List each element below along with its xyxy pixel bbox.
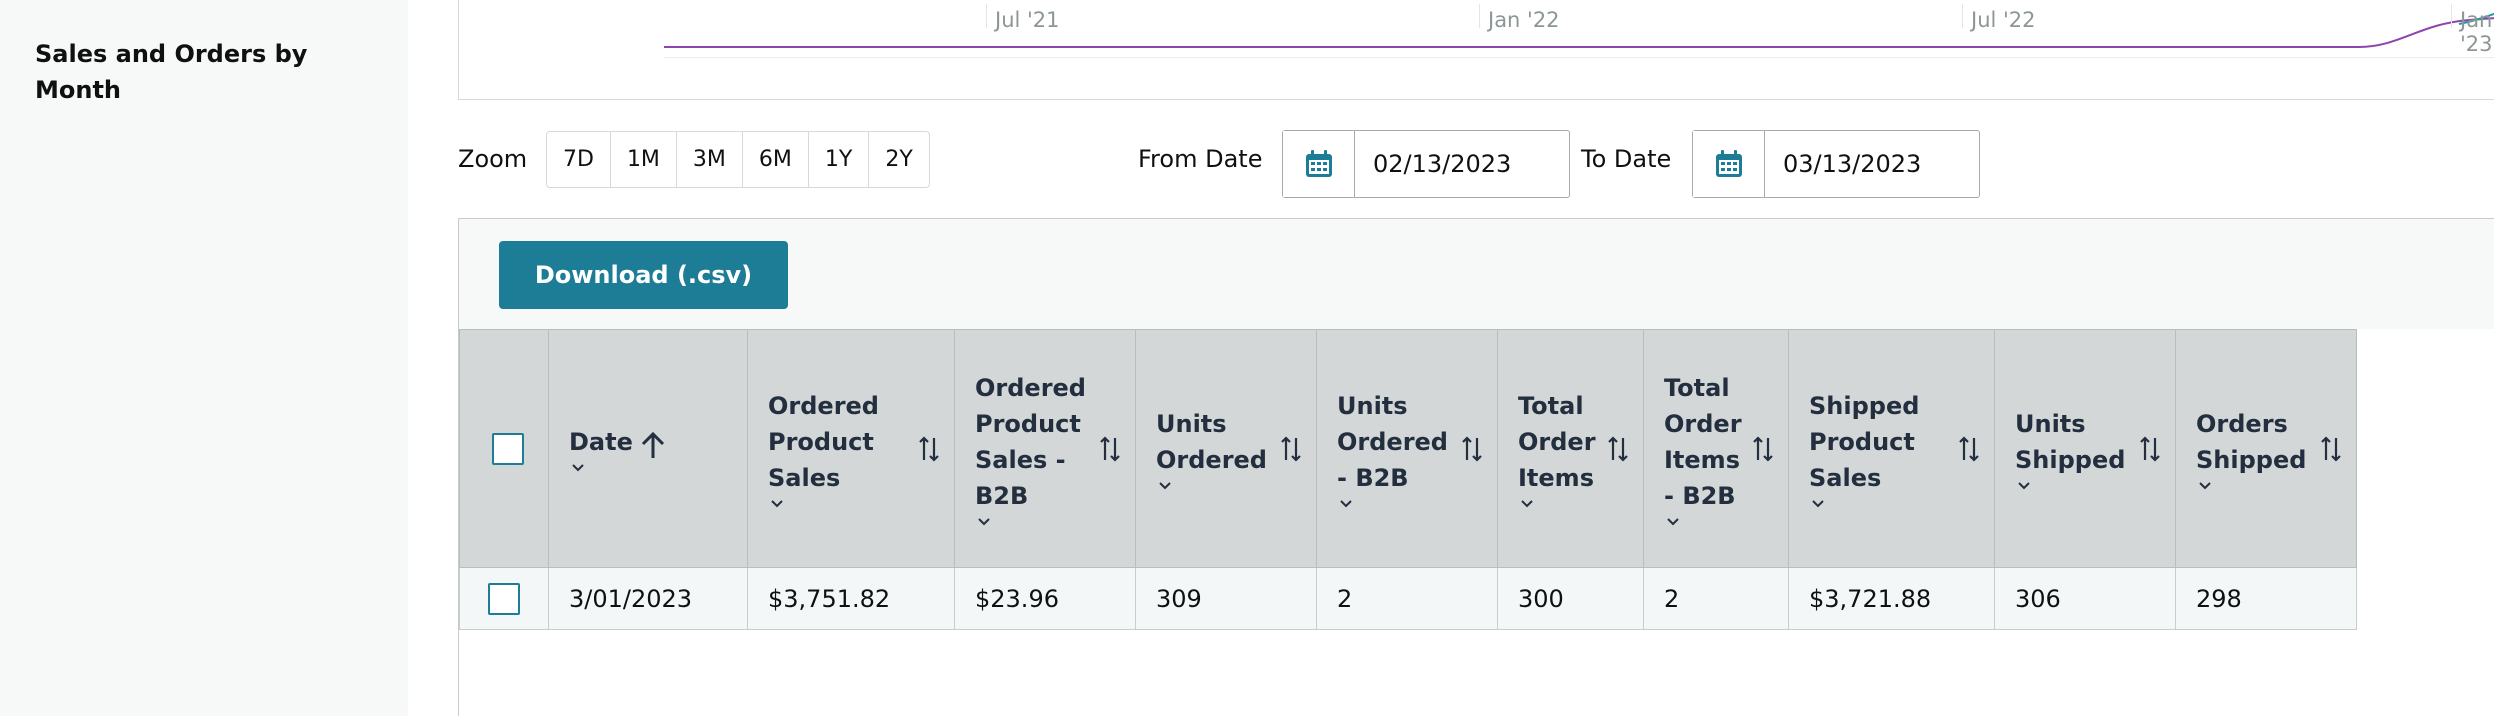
chart-tick-label: Jul '21 bbox=[995, 8, 1060, 32]
sort-icon[interactable] bbox=[1278, 432, 1304, 466]
column-header-label: Ordered Product Sales - B2B bbox=[975, 373, 1086, 510]
sort-icon[interactable] bbox=[1097, 432, 1123, 466]
to-date-input[interactable]: 03/13/2023 bbox=[1783, 150, 1922, 178]
zoom-1m-button[interactable]: 1M bbox=[611, 132, 677, 187]
zoom-2y-button[interactable]: 2Y bbox=[885, 147, 913, 172]
column-header-label: Total Order Items - B2B bbox=[1664, 373, 1742, 510]
sidebar: Sales and Orders by Month bbox=[0, 0, 408, 716]
column-header-ordered-product-sales[interactable]: Ordered Product Sales bbox=[747, 329, 955, 568]
column-header-label: Orders Shipped bbox=[2196, 409, 2307, 474]
zoom-button-group: 7D 1M 3M 6M 1Y 2Y bbox=[546, 131, 930, 188]
select-all-checkbox[interactable] bbox=[492, 432, 524, 465]
sort-ascending-icon[interactable] bbox=[637, 424, 669, 464]
column-header-label: Date bbox=[569, 427, 633, 456]
chart-tick-label: Jul '22 bbox=[1971, 8, 2036, 32]
sort-icon[interactable] bbox=[2318, 432, 2344, 466]
cell-units-ordered-b2b: 2 bbox=[1316, 567, 1498, 630]
calendar-icon bbox=[1715, 150, 1742, 177]
report-table-panel: Download (.csv) Date bbox=[458, 218, 2494, 716]
column-header-label: Units Ordered bbox=[1156, 409, 1267, 474]
chart-tick-label: Jan '22 bbox=[1488, 8, 1560, 32]
table-toolbar: Download (.csv) bbox=[459, 219, 2494, 329]
download-csv-button[interactable]: Download (.csv) bbox=[499, 241, 788, 309]
column-header-units-shipped[interactable]: Units Shipped bbox=[1994, 329, 2176, 568]
zoom-1y-button[interactable]: 1Y bbox=[809, 132, 870, 187]
column-header-label: Total Order Items bbox=[1518, 391, 1596, 492]
chart-gridline bbox=[664, 57, 2494, 58]
column-header-label: Shipped Product Sales bbox=[1809, 391, 1920, 492]
column-header-label: Ordered Product Sales bbox=[768, 391, 879, 492]
chevron-down-icon[interactable] bbox=[1518, 498, 1536, 510]
from-date-field[interactable]: 02/13/2023 bbox=[1282, 130, 1570, 198]
cell-total-order-items: 300 bbox=[1497, 567, 1644, 630]
from-date-label: From Date bbox=[1138, 145, 1263, 173]
chevron-down-icon[interactable] bbox=[2015, 480, 2033, 492]
column-header-label: Units Shipped bbox=[2015, 409, 2126, 474]
sort-icon[interactable] bbox=[1750, 432, 1776, 466]
chart-tick-line bbox=[2451, 4, 2452, 28]
zoom-label: Zoom bbox=[458, 145, 528, 173]
from-date-input[interactable]: 02/13/2023 bbox=[1373, 150, 1512, 178]
chevron-down-icon[interactable] bbox=[1809, 498, 1827, 510]
cell-shipped-product-sales: $3,721.88 bbox=[1788, 567, 1995, 630]
column-header-label: Units Ordered - B2B bbox=[1337, 391, 1448, 492]
chevron-down-icon[interactable] bbox=[1337, 498, 1355, 510]
chevron-down-icon[interactable] bbox=[569, 462, 587, 474]
cell-units-shipped: 306 bbox=[1994, 567, 2176, 630]
calendar-icon bbox=[1305, 150, 1332, 177]
column-header-units-ordered-b2b[interactable]: Units Ordered - B2B bbox=[1316, 329, 1498, 568]
table-header-row: Date Ordered Product Sales bbox=[459, 329, 2357, 568]
column-header-orders-shipped[interactable]: Orders Shipped bbox=[2175, 329, 2357, 568]
cell-ordered-product-sales: $3,751.82 bbox=[747, 567, 955, 630]
cell-ordered-product-sales-b2b: $23.96 bbox=[954, 567, 1136, 630]
table-row[interactable]: 3/01/2023 $3,751.82 $23.96 309 2 300 2 $… bbox=[459, 567, 2357, 630]
chart-tick-line bbox=[1479, 4, 1480, 28]
chart-tick-line bbox=[1962, 4, 1963, 28]
sort-icon[interactable] bbox=[1605, 432, 1631, 466]
column-header-shipped-product-sales[interactable]: Shipped Product Sales bbox=[1788, 329, 1995, 568]
chart-line bbox=[664, 12, 2494, 48]
cell-total-order-items-b2b: 2 bbox=[1643, 567, 1789, 630]
sales-chart: Jul '21 Jan '22 Jul '22 Jan '23 bbox=[458, 0, 2494, 100]
sort-icon[interactable] bbox=[1459, 432, 1485, 466]
from-date-calendar-button[interactable] bbox=[1283, 131, 1355, 197]
cell-orders-shipped: 298 bbox=[2175, 567, 2357, 630]
column-header-total-order-items-b2b[interactable]: Total Order Items - B2B bbox=[1643, 329, 1789, 568]
sort-icon[interactable] bbox=[2137, 432, 2163, 466]
chart-tick-label: Jan '23 bbox=[2460, 8, 2493, 56]
select-all-cell bbox=[459, 329, 549, 568]
to-date-label: To Date bbox=[1581, 145, 1672, 173]
report-table: Date Ordered Product Sales bbox=[459, 329, 2357, 630]
to-date-field[interactable]: 03/13/2023 bbox=[1692, 130, 1980, 198]
row-checkbox[interactable] bbox=[488, 582, 520, 615]
zoom-3m-button[interactable]: 3M bbox=[677, 132, 743, 187]
zoom-6m-button[interactable]: 6M bbox=[743, 132, 809, 187]
zoom-7d-button[interactable]: 7D bbox=[547, 132, 611, 187]
sort-icon[interactable] bbox=[1956, 432, 1982, 466]
main-content: Jul '21 Jan '22 Jul '22 Jan '23 Zoom 7D … bbox=[408, 0, 2494, 716]
column-header-units-ordered[interactable]: Units Ordered bbox=[1135, 329, 1317, 568]
chevron-down-icon[interactable] bbox=[2196, 480, 2214, 492]
to-date-calendar-button[interactable] bbox=[1693, 131, 1765, 197]
chevron-down-icon[interactable] bbox=[1664, 516, 1682, 528]
column-header-ordered-product-sales-b2b[interactable]: Ordered Product Sales - B2B bbox=[954, 329, 1136, 568]
row-select-cell bbox=[459, 567, 549, 630]
chart-tick-line bbox=[986, 4, 987, 28]
chevron-down-icon[interactable] bbox=[768, 498, 786, 510]
chevron-down-icon[interactable] bbox=[1156, 480, 1174, 492]
column-header-date[interactable]: Date bbox=[548, 329, 748, 568]
chevron-down-icon[interactable] bbox=[975, 516, 993, 528]
sort-icon[interactable] bbox=[916, 432, 942, 466]
cell-units-ordered: 309 bbox=[1135, 567, 1317, 630]
cell-date: 3/01/2023 bbox=[548, 567, 748, 630]
column-header-total-order-items[interactable]: Total Order Items bbox=[1497, 329, 1644, 568]
report-title: Sales and Orders by Month bbox=[35, 40, 308, 104]
